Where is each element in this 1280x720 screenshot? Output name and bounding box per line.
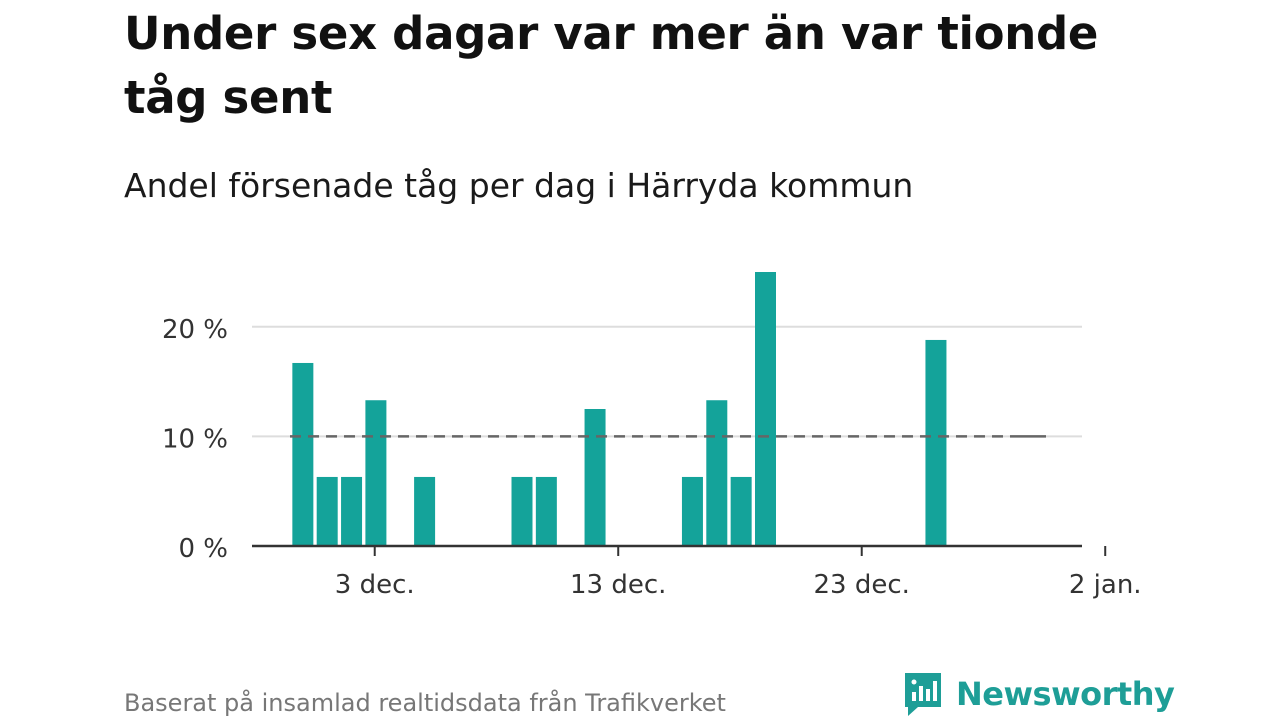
brand-name: Newsworthy [956,675,1175,713]
bar [316,476,338,546]
bar [755,272,776,546]
x-tick-label: 23 dec. [814,570,910,600]
newsworthy-logo-icon [905,673,941,716]
y-tick-label: 10 % [162,424,228,454]
bars [292,272,947,546]
bar [414,476,436,546]
bar [341,476,363,546]
bar [511,476,533,546]
brand-logo[interactable]: Newsworthy [902,670,1175,718]
chart-subtitle: Andel försenade tåg per dag i Härryda ko… [124,166,914,205]
bar [292,362,314,546]
bar [584,409,606,546]
source-note: Baserat på insamlad realtidsdata från Tr… [124,689,726,717]
bar [365,400,387,546]
x-tick-label: 2 jan. [1069,570,1142,600]
x-tick-label: 3 dec. [335,570,415,600]
bar-chart: 0 % 10 % 20 % 3 dec. 13 dec. 23 dec. 2 jan. [162,272,1142,600]
y-axis-labels: 0 % 10 % 20 % [162,315,228,564]
bar [706,400,728,546]
y-tick-label: 20 % [162,315,228,345]
x-tick-label: 13 dec. [570,570,666,600]
bar [925,339,947,546]
chart-title: Under sex dagar var mer än var tionde tå… [124,7,1099,124]
bar [681,476,703,546]
x-axis-labels: 3 dec. 13 dec. 23 dec. 2 jan. [335,570,1142,600]
x-axis [252,544,1107,556]
bar [730,476,752,546]
y-tick-label: 0 % [178,534,228,564]
bar [535,476,557,546]
